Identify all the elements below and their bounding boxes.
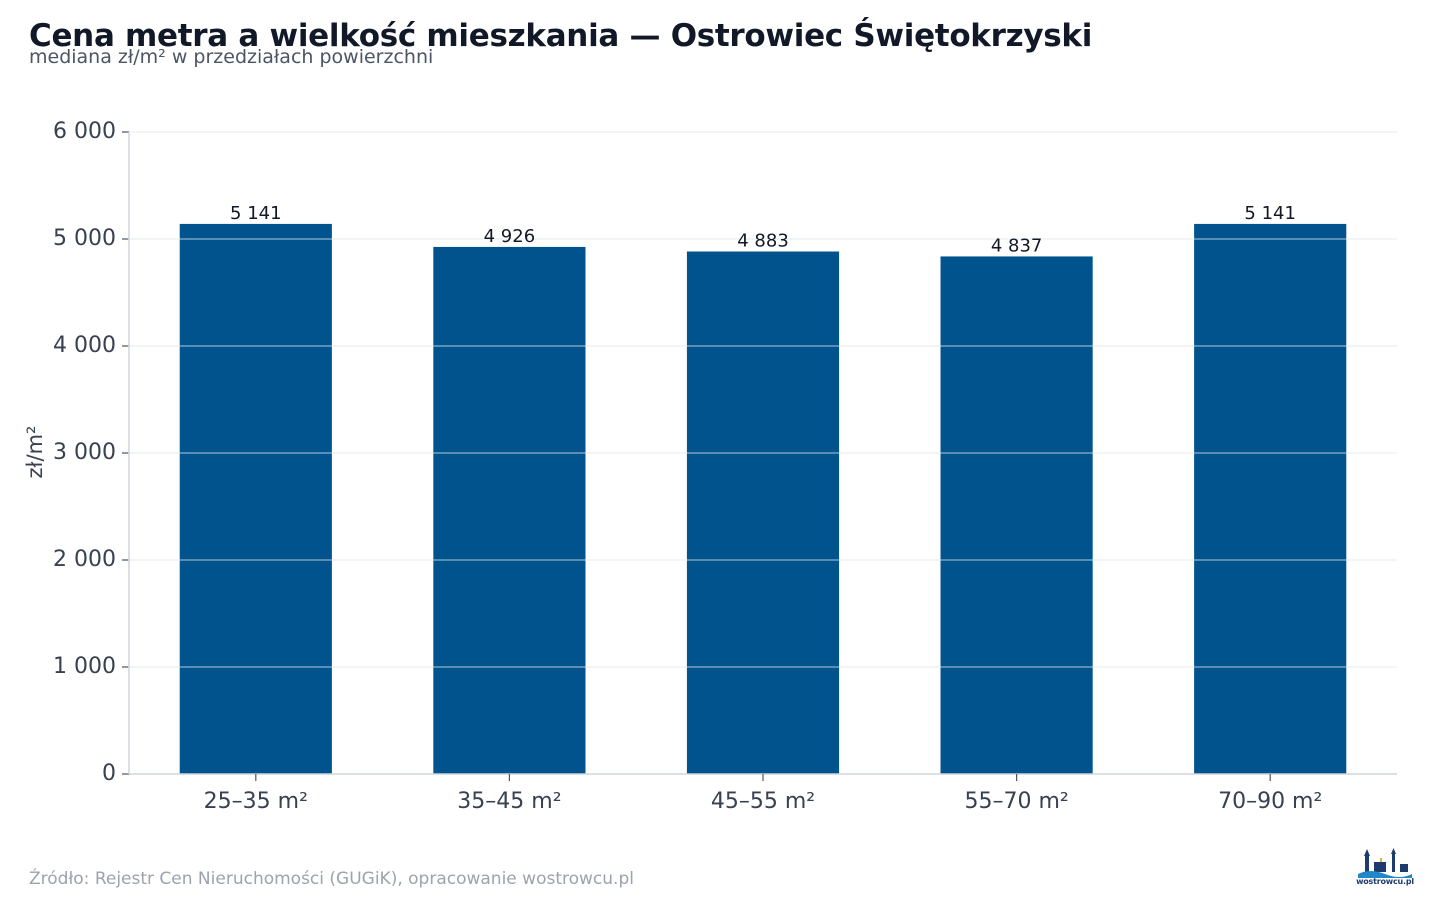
bar-value-label: 4 926 bbox=[484, 226, 536, 247]
y-tick-label: 4 000 bbox=[53, 333, 116, 358]
bar bbox=[179, 223, 332, 775]
bar bbox=[433, 246, 586, 775]
logo-text: wostrowcu.pl bbox=[1356, 877, 1414, 886]
y-tick-label: 3 000 bbox=[53, 440, 116, 465]
chart-subtitle: mediana zł/m² w przedziałach powierzchni bbox=[29, 46, 434, 68]
data-labels: 5 141 4 926 4 883 4 837 5 141 bbox=[230, 203, 1296, 257]
x-category-label: 70–90 m² bbox=[1218, 789, 1322, 814]
bars bbox=[179, 223, 1347, 775]
bar-value-label: 5 141 bbox=[1244, 203, 1296, 224]
bar bbox=[940, 256, 1093, 774]
brand-logo: wostrowcu.pl bbox=[1356, 848, 1414, 888]
bar bbox=[1194, 223, 1347, 775]
y-tick-label: 6 000 bbox=[53, 119, 116, 144]
grid-lines-front bbox=[129, 131, 1397, 668]
x-category-label: 35–45 m² bbox=[457, 789, 561, 814]
y-tick-label: 1 000 bbox=[53, 654, 116, 679]
y-tick-label: 5 000 bbox=[53, 226, 116, 251]
bar-value-label: 4 837 bbox=[991, 235, 1043, 256]
bar-value-label: 4 883 bbox=[737, 231, 789, 252]
source-note: Źródło: Rejestr Cen Nieruchomości (GUGiK… bbox=[29, 869, 634, 889]
chart-title: Cena metra a wielkość mieszkania — Ostro… bbox=[29, 18, 1093, 54]
bar bbox=[686, 251, 840, 775]
x-category-label: 45–55 m² bbox=[711, 789, 815, 814]
y-tick-label: 2 000 bbox=[53, 547, 116, 572]
y-tick-label: 0 bbox=[102, 761, 116, 786]
bar-value-label: 5 141 bbox=[230, 203, 282, 224]
axes: 0 1 000 2 000 3 000 4 000 5 000 6 000 25–35 m² 3… bbox=[53, 119, 1397, 814]
y-axis-label: zł/m² bbox=[23, 426, 47, 479]
x-category-label: 55–70 m² bbox=[964, 789, 1068, 814]
x-category-label: 25–35 m² bbox=[204, 789, 308, 814]
castle-logo-icon bbox=[1358, 848, 1412, 878]
